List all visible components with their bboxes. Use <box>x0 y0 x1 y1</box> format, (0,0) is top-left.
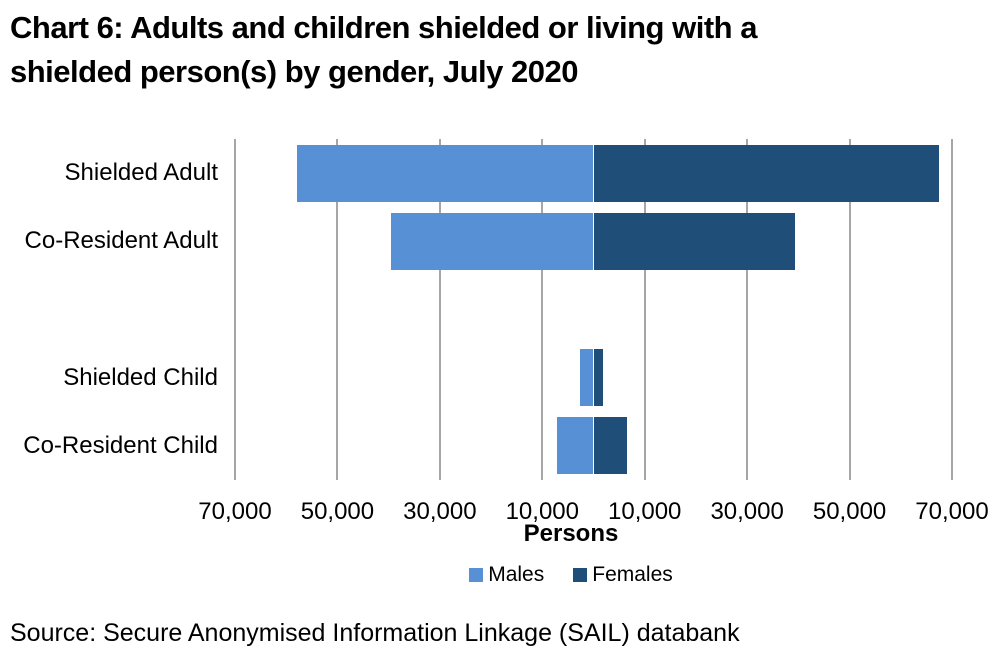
bar-males-shielded-child <box>579 349 594 407</box>
category-label-shielded-adult: Shielded Adult <box>64 159 218 187</box>
category-label-shielded-child: Shielded Child <box>63 363 218 391</box>
bar-females-co-resident-child <box>593 417 628 475</box>
x-tick-label: 50,000 <box>812 498 887 525</box>
gridline <box>848 139 851 480</box>
gridline <box>951 139 953 480</box>
bar-females-shielded-adult <box>593 144 940 202</box>
legend: Males Females <box>140 563 1002 587</box>
legend-item-females: Females <box>573 563 673 587</box>
legend-swatch-females <box>573 568 588 582</box>
x-axis-title: Persons <box>523 520 619 547</box>
category-label-co-resident-child: Co-Resident Child <box>23 431 218 459</box>
bar-males-shielded-adult <box>297 144 594 202</box>
bar-males-co-resident-child <box>557 417 594 475</box>
x-tick-label: 50,000 <box>300 498 375 525</box>
x-tick-label: 70,000 <box>915 498 989 525</box>
x-tick-label: 10,000 <box>505 498 579 525</box>
gridline <box>746 139 749 480</box>
gridline <box>336 139 339 480</box>
x-tick-label: 30,000 <box>403 498 477 525</box>
chart-title-line2: shielded person(s) by gender, July 2020 <box>10 54 578 89</box>
source-note: Source: Secure Anonymised Information Li… <box>10 619 740 647</box>
chart-title: Chart 6: Adults and children shielded or… <box>10 6 757 94</box>
legend-swatch-males <box>469 568 484 582</box>
x-tick-label: 70,000 <box>198 498 272 525</box>
gridline <box>541 139 544 480</box>
legend-label: Males <box>488 563 545 586</box>
bar-females-co-resident-adult <box>593 212 796 270</box>
chart-title-line1: Chart 6: Adults and children shielded or… <box>10 10 757 45</box>
legend-label: Females <box>592 563 673 586</box>
x-tick-label: 10,000 <box>608 498 682 525</box>
x-tick-label: 30,000 <box>710 498 784 525</box>
bar-females-shielded-child <box>593 349 604 407</box>
gridline <box>234 139 236 480</box>
bar-males-co-resident-adult <box>391 212 594 270</box>
legend-item-males: Males <box>469 563 544 587</box>
category-label-co-resident-adult: Co-Resident Adult <box>24 227 218 255</box>
gridline <box>438 139 441 480</box>
gridline <box>643 139 646 480</box>
